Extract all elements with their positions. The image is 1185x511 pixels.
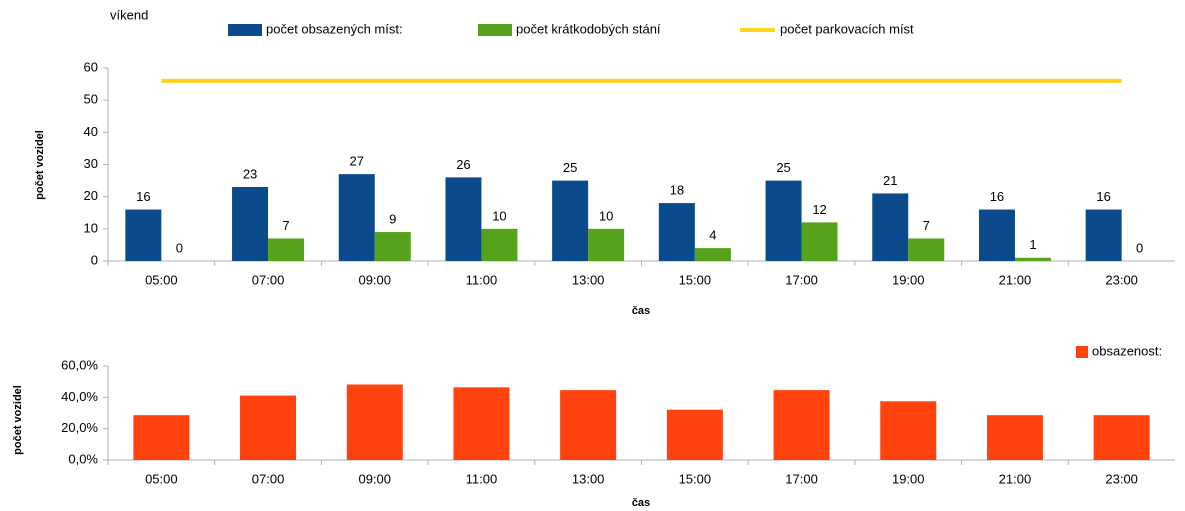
bar <box>978 209 1015 261</box>
y-tick-label: 10 <box>84 220 98 235</box>
x-tick-label: 19:00 <box>892 272 925 287</box>
bar <box>338 174 375 261</box>
legend-swatch <box>228 24 262 36</box>
bar <box>765 180 802 261</box>
legend-swatch <box>478 24 512 36</box>
bar <box>125 209 162 261</box>
data-label: 16 <box>990 189 1004 204</box>
x-tick-label: 13:00 <box>572 272 605 287</box>
y-tick-label: 50 <box>84 92 98 107</box>
bar <box>666 409 723 460</box>
bar <box>445 177 482 261</box>
data-label: 27 <box>350 154 364 169</box>
x-tick-label: 11:00 <box>466 272 498 287</box>
legend-label: obsazenost: <box>1092 343 1162 358</box>
bar <box>1014 257 1051 261</box>
x-tick-label: 17:00 <box>785 272 818 287</box>
bar <box>588 228 625 261</box>
data-label: 7 <box>282 218 289 233</box>
data-label: 16 <box>136 189 150 204</box>
bar <box>658 203 695 261</box>
y-tick-label: 0 <box>91 252 98 267</box>
y-tick-label: 20,0% <box>61 420 98 435</box>
y-axis-title: počet vozidel <box>12 385 24 455</box>
x-axis-title: čas <box>632 305 650 317</box>
data-label: 26 <box>456 157 470 172</box>
data-label: 12 <box>812 202 826 217</box>
x-tick-label: 21:00 <box>999 272 1032 287</box>
data-label: 0 <box>176 240 183 255</box>
x-tick-label: 09:00 <box>358 471 391 486</box>
x-tick-label: 17:00 <box>785 471 818 486</box>
x-tick-label: 07:00 <box>252 471 285 486</box>
x-tick-label: 23:00 <box>1105 471 1138 486</box>
bar <box>481 228 518 261</box>
bar <box>773 390 830 460</box>
x-tick-label: 13:00 <box>572 471 605 486</box>
data-label: 25 <box>776 160 790 175</box>
bar <box>801 222 838 261</box>
data-label: 23 <box>243 166 257 181</box>
chart-title: víkend <box>110 7 148 22</box>
y-tick-label: 0,0% <box>68 451 98 466</box>
legend-label: počet parkovacích míst <box>780 21 914 36</box>
data-label: 1 <box>1029 237 1036 252</box>
data-label: 7 <box>923 218 930 233</box>
bar <box>552 180 589 261</box>
data-label: 16 <box>1096 189 1110 204</box>
bar <box>240 395 297 460</box>
bar <box>346 384 403 460</box>
bar <box>133 415 190 460</box>
x-tick-label: 09:00 <box>358 272 391 287</box>
bar <box>268 238 305 261</box>
data-label: 9 <box>389 211 396 226</box>
x-axis-title: čas <box>632 497 650 509</box>
x-tick-label: 05:00 <box>145 471 178 486</box>
x-tick-label: 21:00 <box>999 471 1032 486</box>
x-tick-label: 15:00 <box>679 471 712 486</box>
y-tick-label: 60,0% <box>61 357 98 372</box>
bar <box>232 187 269 261</box>
y-axis-title: počet vozidel <box>34 130 46 200</box>
bar <box>908 238 945 261</box>
data-label: 18 <box>670 183 684 198</box>
y-tick-label: 30 <box>84 156 98 171</box>
data-label: 0 <box>1136 240 1143 255</box>
data-label: 21 <box>883 173 897 188</box>
data-label: 10 <box>492 208 506 223</box>
x-tick-label: 23:00 <box>1105 272 1138 287</box>
x-tick-label: 05:00 <box>145 272 178 287</box>
y-tick-label: 60 <box>84 59 98 74</box>
bar <box>453 387 510 460</box>
data-label: 4 <box>709 228 716 243</box>
y-tick-label: 40,0% <box>61 389 98 404</box>
y-tick-label: 40 <box>84 124 98 139</box>
x-tick-label: 15:00 <box>679 272 712 287</box>
x-tick-label: 11:00 <box>466 471 498 486</box>
bar <box>1085 209 1122 261</box>
bar <box>880 401 937 460</box>
legend-swatch <box>1076 346 1088 358</box>
bar <box>986 415 1043 460</box>
bar <box>694 248 731 261</box>
x-tick-label: 07:00 <box>252 272 285 287</box>
x-tick-label: 19:00 <box>892 471 925 486</box>
legend-label: počet krátkodobých stání <box>516 21 661 36</box>
bar <box>872 193 909 261</box>
data-label: 25 <box>563 160 577 175</box>
bar <box>560 390 617 460</box>
bar <box>1093 415 1150 460</box>
y-tick-label: 20 <box>84 188 98 203</box>
legend-label: počet obsazených míst: <box>266 21 403 36</box>
bar <box>374 232 411 261</box>
data-label: 10 <box>599 208 613 223</box>
